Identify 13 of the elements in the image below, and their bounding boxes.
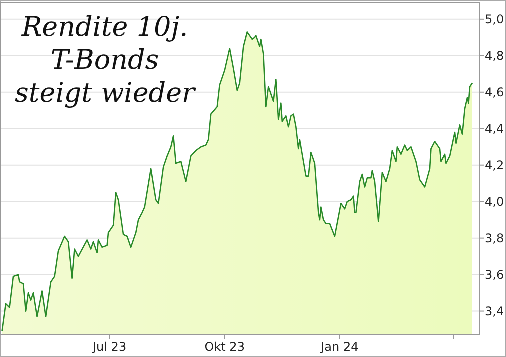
y-tick-label: 4,4	[485, 122, 504, 136]
y-tick-label: 4,8	[485, 49, 504, 64]
y-tick-label: 4,2	[485, 158, 504, 173]
x-tick-label: Jan 24	[320, 340, 359, 354]
y-tick-label: 3,8	[485, 232, 504, 246]
y-tick-label: 3,6	[485, 268, 504, 282]
x-tick-label: Okt 23	[204, 340, 245, 354]
x-tick-label: Jul 23	[92, 340, 127, 354]
y-tick-label: 4,0	[485, 195, 504, 210]
y-tick-label: 4,6	[485, 86, 504, 100]
y-tick-label: 3,4	[485, 304, 504, 318]
text: Rendite 10j. T-Bonds steigt wieder	[15, 12, 198, 109]
y-tick-label: 5,0	[485, 12, 504, 27]
